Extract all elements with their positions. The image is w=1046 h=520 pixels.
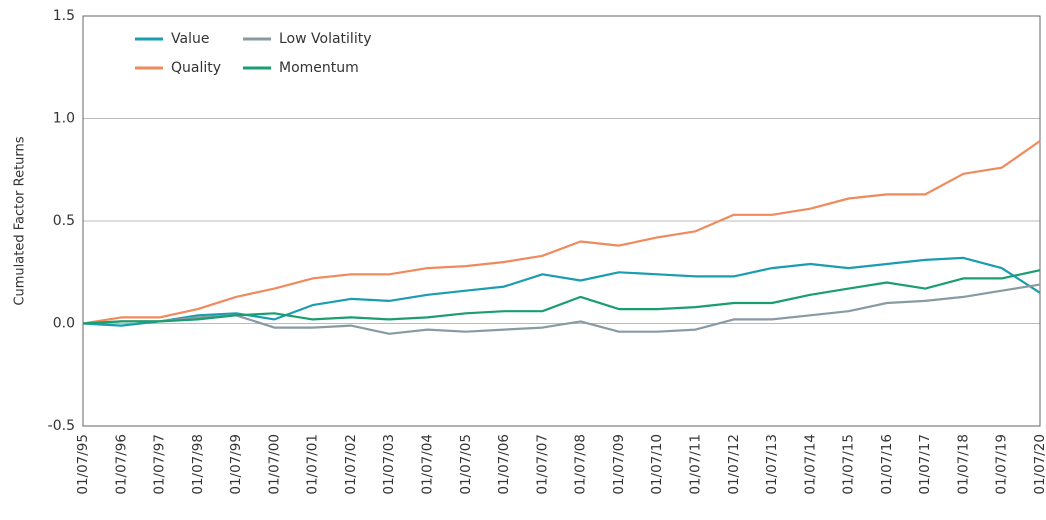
x-tick-label: 01/07/09 xyxy=(611,434,627,495)
x-tick-label: 01/07/96 xyxy=(113,434,129,495)
x-tick-label: 01/07/02 xyxy=(343,434,359,495)
x-tick-label: 01/07/95 xyxy=(75,434,91,495)
x-tick-label: 01/07/18 xyxy=(955,434,971,495)
x-tick-label: 01/07/14 xyxy=(802,434,818,495)
x-tick-label: 01/07/07 xyxy=(534,434,550,495)
y-tick-label: 0.5 xyxy=(53,213,75,229)
x-tick-label: 01/07/16 xyxy=(879,434,895,495)
x-tick-label: 01/07/08 xyxy=(573,434,589,495)
legend-label: Low Volatility xyxy=(279,31,371,47)
x-tick-label: 01/07/17 xyxy=(917,434,933,495)
x-tick-label: 01/07/00 xyxy=(266,434,282,495)
line-series xyxy=(82,269,1041,325)
x-tick-label: 01/07/04 xyxy=(420,434,436,495)
x-tick-label: 01/07/01 xyxy=(305,434,321,495)
x-tick-label: 01/07/12 xyxy=(726,434,742,495)
x-tick-label: 01/07/03 xyxy=(381,434,397,495)
y-tick-label: -0.5 xyxy=(48,418,75,434)
legend-label: Quality xyxy=(171,60,221,76)
x-tick-label: 01/07/20 xyxy=(1032,434,1046,495)
legend-label: Value xyxy=(171,31,209,47)
x-tick-label: 01/07/05 xyxy=(458,434,474,495)
x-tick-label: 01/07/15 xyxy=(841,434,857,495)
x-tick-label: 01/07/99 xyxy=(228,434,244,495)
y-tick-label: 1.0 xyxy=(53,111,75,127)
x-tick-label: 01/07/98 xyxy=(190,434,206,495)
y-axis-label: Cumulated Factor Returns xyxy=(13,136,28,305)
x-tick-label: 01/07/97 xyxy=(152,434,168,495)
line-series xyxy=(82,283,1041,335)
x-tick-label: 01/07/13 xyxy=(764,434,780,495)
line-series xyxy=(82,140,1041,325)
x-tick-label: 01/07/10 xyxy=(649,434,665,495)
legend-label: Momentum xyxy=(279,60,359,76)
x-tick-label: 01/07/06 xyxy=(496,434,512,495)
y-tick-label: 0.0 xyxy=(53,316,75,332)
y-tick-label: 1.5 xyxy=(53,8,75,24)
plot-frame xyxy=(82,15,1041,427)
x-tick-label: 01/07/19 xyxy=(994,434,1010,495)
x-tick-label: 01/07/11 xyxy=(687,434,703,495)
